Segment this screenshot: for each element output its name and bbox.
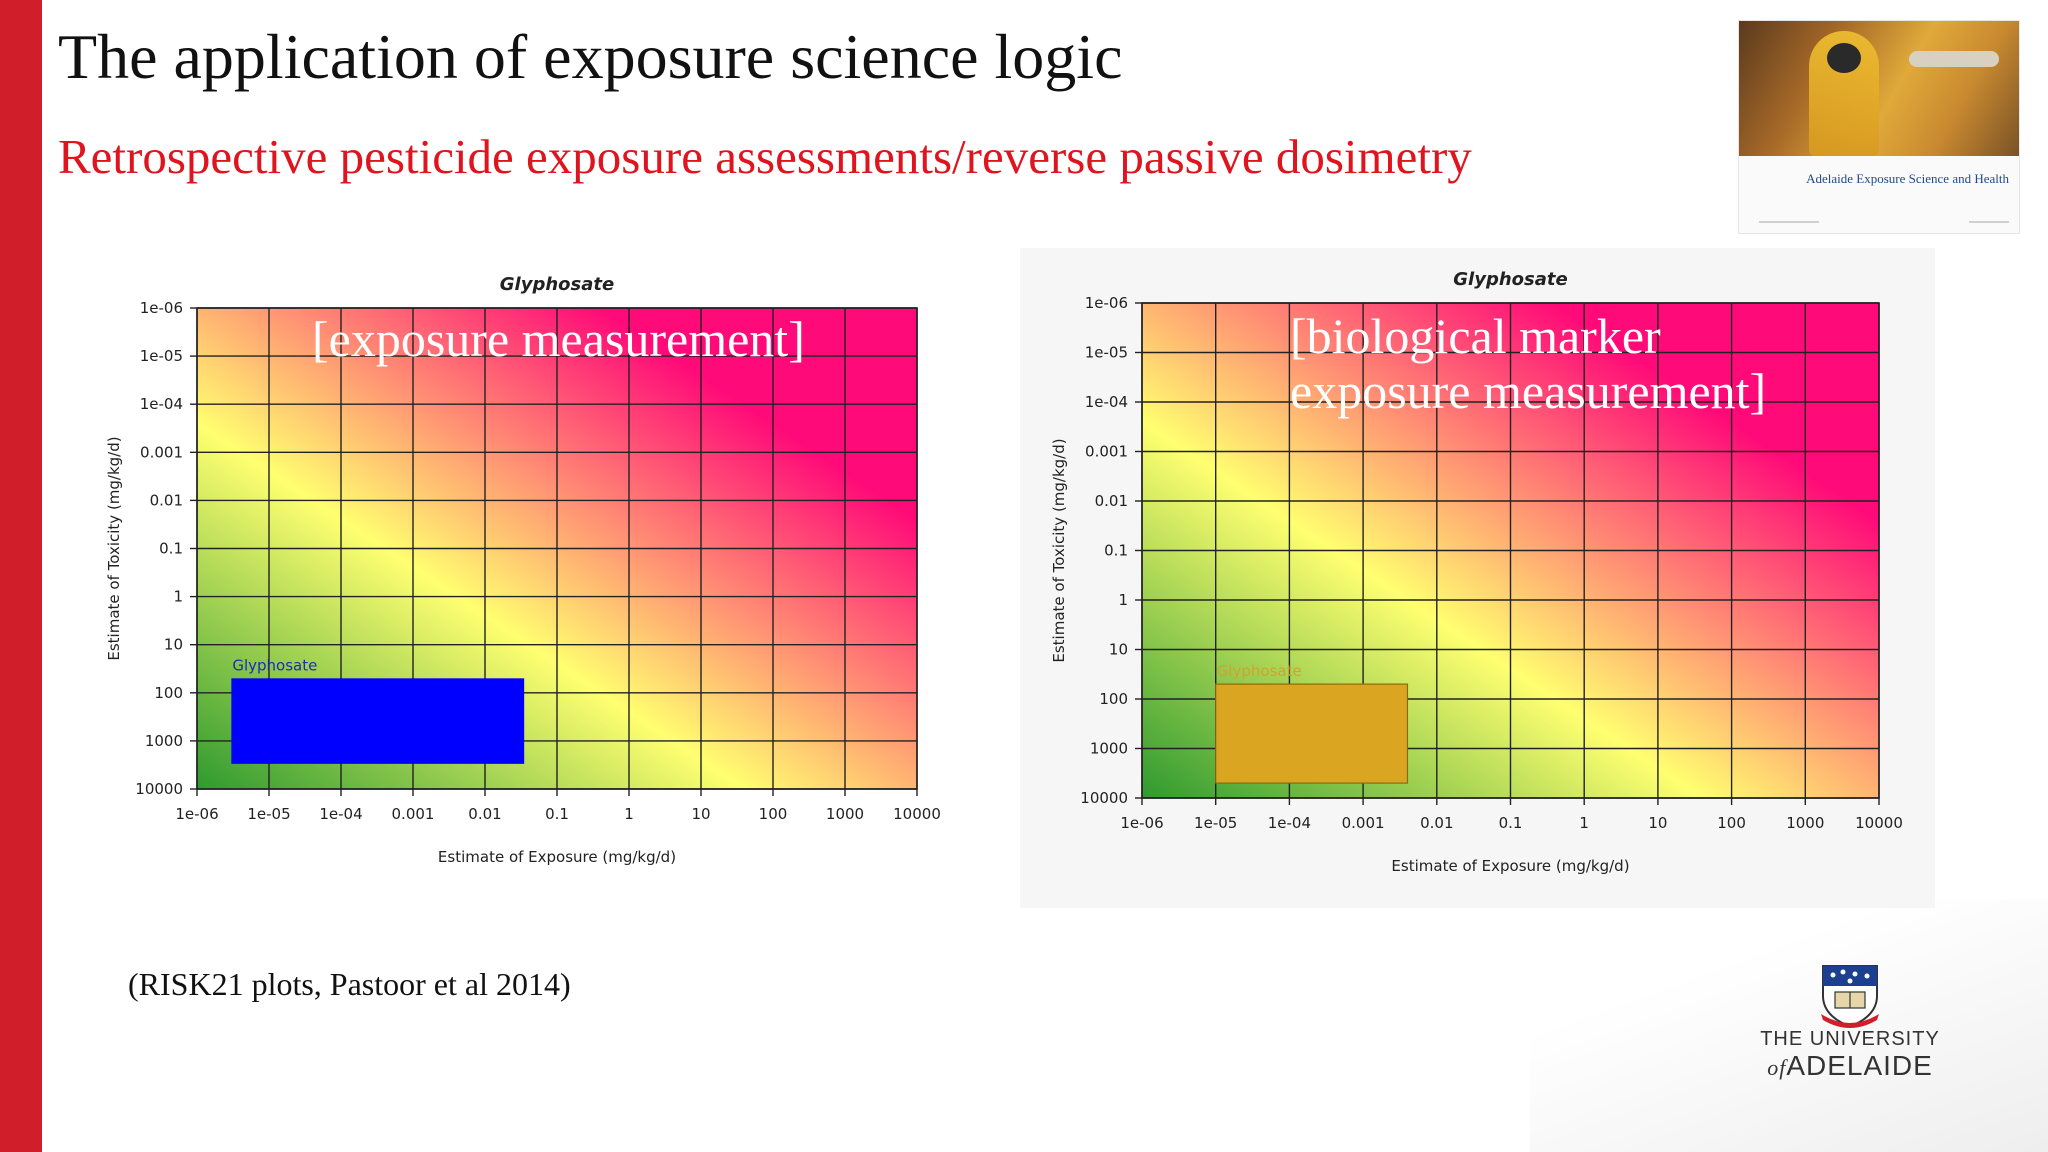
y-tick-label: 10 bbox=[164, 636, 183, 654]
y-tick-label: 1 bbox=[173, 588, 183, 606]
x-tick-label: 100 bbox=[759, 805, 788, 823]
x-tick-label: 1e-06 bbox=[1120, 814, 1163, 832]
y-tick-label: 100 bbox=[154, 684, 183, 702]
logo-text-line1: THE UNIVERSITY bbox=[1760, 1028, 1940, 1050]
y-tick-label: 1000 bbox=[145, 732, 183, 750]
y-axis-label: Estimate of Toxicity (mg/kg/d) bbox=[1050, 438, 1068, 662]
y-tick-label: 0.01 bbox=[1095, 492, 1128, 510]
y-tick-label: 0.001 bbox=[140, 443, 183, 461]
x-tick-label: 1 bbox=[1579, 814, 1589, 832]
logo-text-line2: ofADELAIDE bbox=[1745, 1050, 1955, 1082]
slide-subtitle: Retrospective pesticide exposure assessm… bbox=[58, 129, 1472, 184]
logo-text-name: ADELAIDE bbox=[1786, 1050, 1933, 1081]
x-tick-label: 0.01 bbox=[1420, 814, 1453, 832]
y-tick-label: 1e-06 bbox=[1085, 294, 1128, 312]
series-label: Glyphosate bbox=[232, 656, 317, 674]
x-tick-label: 1e-04 bbox=[319, 805, 362, 823]
chart-left: 1e-06 1e-05 1e-04 0.001 0.01 0.1 1 10 100 1000 100… bbox=[105, 274, 941, 866]
x-tick-label: 100 bbox=[1717, 814, 1746, 832]
x-tick-label: 1000 bbox=[1786, 814, 1824, 832]
y-tick-label: 10000 bbox=[135, 780, 183, 798]
series-box-glyphosate bbox=[1215, 683, 1409, 784]
x-axis-label: Estimate of Exposure (mg/kg/d) bbox=[1391, 857, 1629, 875]
university-logo: THE UNIVERSITY ofADELAIDE bbox=[1745, 962, 1955, 1082]
y-tick-label: 1e-06 bbox=[140, 299, 183, 317]
thumbnail-image: Adelaide Exposure Science and Health bbox=[1738, 20, 2020, 234]
series-label: Glyphosate bbox=[1217, 662, 1302, 680]
x-tick-label: 0.1 bbox=[1499, 814, 1523, 832]
overlay-annotation: [exposure measurement] bbox=[312, 311, 805, 367]
x-tick-label: 10 bbox=[1648, 814, 1667, 832]
crest-icon bbox=[1821, 965, 1879, 1028]
series-box-glyphosate bbox=[231, 678, 525, 764]
corner-shade bbox=[1530, 900, 2048, 1152]
chart-title: Glyphosate bbox=[1453, 269, 1567, 290]
y-tick-label: 1e-05 bbox=[140, 347, 183, 365]
slide-title: The application of exposure science logi… bbox=[58, 21, 1123, 92]
accent-bar bbox=[0, 0, 42, 1152]
chart-right: 1e-06 1e-05 1e-04 0.001 0.01 0.1 1 10 100 1000 100… bbox=[1050, 269, 1903, 875]
y-tick-label: 0.1 bbox=[1104, 542, 1128, 560]
x-tick-label: 1e-04 bbox=[1268, 814, 1311, 832]
y-tick-label: 1e-04 bbox=[1085, 393, 1128, 411]
y-tick-label: 10000 bbox=[1080, 789, 1128, 807]
overlay-annotation: [biological marker bbox=[1290, 308, 1661, 364]
x-tick-label: 10000 bbox=[1855, 814, 1903, 832]
y-tick-label: 0.1 bbox=[159, 540, 183, 558]
x-tick-label: 1e-05 bbox=[247, 805, 290, 823]
x-tick-label: 1 bbox=[624, 805, 634, 823]
citation: (RISK21 plots, Pastoor et al 2014) bbox=[128, 966, 571, 1002]
x-tick-label: 10000 bbox=[893, 805, 941, 823]
x-tick-label: 1e-05 bbox=[1194, 814, 1237, 832]
chart-title: Glyphosate bbox=[500, 274, 614, 295]
x-tick-label: 0.01 bbox=[468, 805, 501, 823]
x-tick-label: 0.001 bbox=[392, 805, 435, 823]
y-tick-label: 1 bbox=[1118, 591, 1128, 609]
x-tick-label: 1000 bbox=[826, 805, 864, 823]
x-tick-label: 0.1 bbox=[545, 805, 569, 823]
y-tick-label: 1e-04 bbox=[140, 395, 183, 413]
y-tick-label: 1e-05 bbox=[1085, 344, 1128, 362]
x-tick-label: 1e-06 bbox=[175, 805, 218, 823]
y-axis-label: Estimate of Toxicity (mg/kg/d) bbox=[105, 436, 123, 660]
x-tick-label: 0.001 bbox=[1342, 814, 1385, 832]
thumbnail-caption: Adelaide Exposure Science and Health bbox=[1806, 171, 2009, 186]
x-axis-label: Estimate of Exposure (mg/kg/d) bbox=[438, 848, 676, 866]
y-tick-label: 100 bbox=[1099, 690, 1128, 708]
x-tick-label: 10 bbox=[691, 805, 710, 823]
logo-text-of: of bbox=[1767, 1055, 1787, 1080]
thumbnail-photo bbox=[1739, 21, 2019, 156]
overlay-annotation: exposure measurement] bbox=[1290, 363, 1766, 419]
y-tick-label: 10 bbox=[1109, 641, 1128, 659]
y-tick-label: 0.01 bbox=[150, 491, 183, 509]
y-tick-label: 1000 bbox=[1090, 740, 1128, 758]
y-tick-label: 0.001 bbox=[1085, 443, 1128, 461]
